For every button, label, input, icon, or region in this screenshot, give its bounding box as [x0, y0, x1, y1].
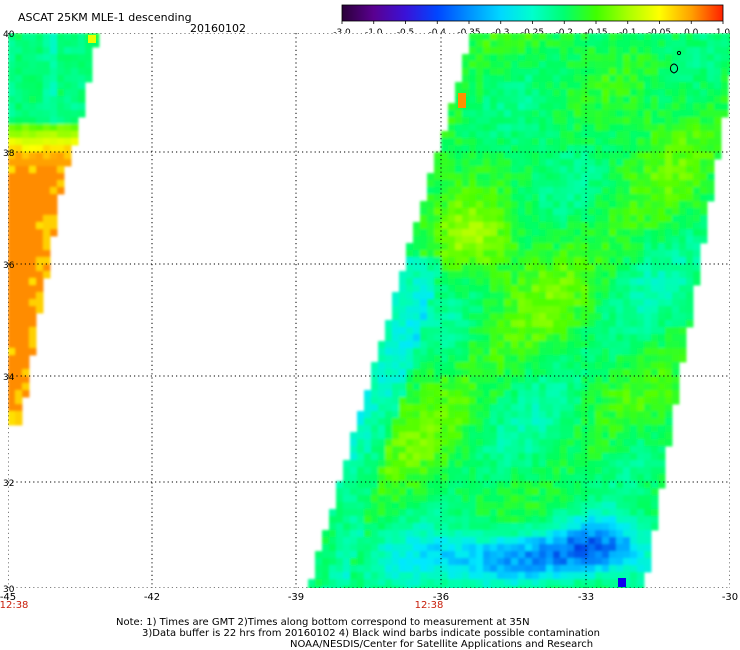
right-swath: [308, 33, 730, 588]
y-tick-label: 38: [3, 149, 15, 159]
contour-mark-small: [676, 50, 682, 56]
y-tick-label: 34: [3, 373, 15, 383]
pass-time-label: 12:38: [415, 600, 444, 611]
footer-note-line-1: Note: 1) Times are GMT 2)Times along bot…: [116, 617, 530, 628]
y-tick-label: 36: [3, 261, 15, 271]
left-swath-speck: [88, 35, 96, 43]
x-tick-label: -45: [0, 592, 16, 603]
swath-coldspot: [618, 578, 626, 587]
x-tick-label: -39: [288, 592, 304, 603]
contour-mark: [669, 63, 679, 74]
map-date: 20160102: [190, 22, 246, 35]
map-title: ASCAT 25KM MLE-1 descending: [18, 11, 192, 24]
footer-credit: NOAA/NESDIS/Center for Satellite Applica…: [290, 639, 593, 650]
pass-time-label: 12:38: [0, 600, 28, 611]
colorbar: [341, 4, 724, 22]
footer-note-line-2: 3)Data buffer is 22 hrs from 20160102 4)…: [142, 628, 600, 639]
x-tick-label: -36: [433, 592, 449, 603]
y-tick-label: 32: [3, 479, 14, 489]
axis-labels: -45 -42 -39 -36 -33 -30 40 38 36 34 32 30 12:38 12:38: [0, 30, 738, 611]
x-tick-label: -30: [722, 592, 738, 603]
y-tick-label: 30: [3, 585, 15, 595]
colorbar-gradient: [341, 4, 724, 22]
x-tick-label: -33: [578, 592, 594, 603]
x-tick-label: -42: [144, 592, 160, 603]
left-swath: [8, 33, 100, 426]
y-tick-label: 40: [3, 30, 15, 40]
gridlines: [8, 33, 730, 588]
swath-hotspot: [458, 93, 466, 108]
